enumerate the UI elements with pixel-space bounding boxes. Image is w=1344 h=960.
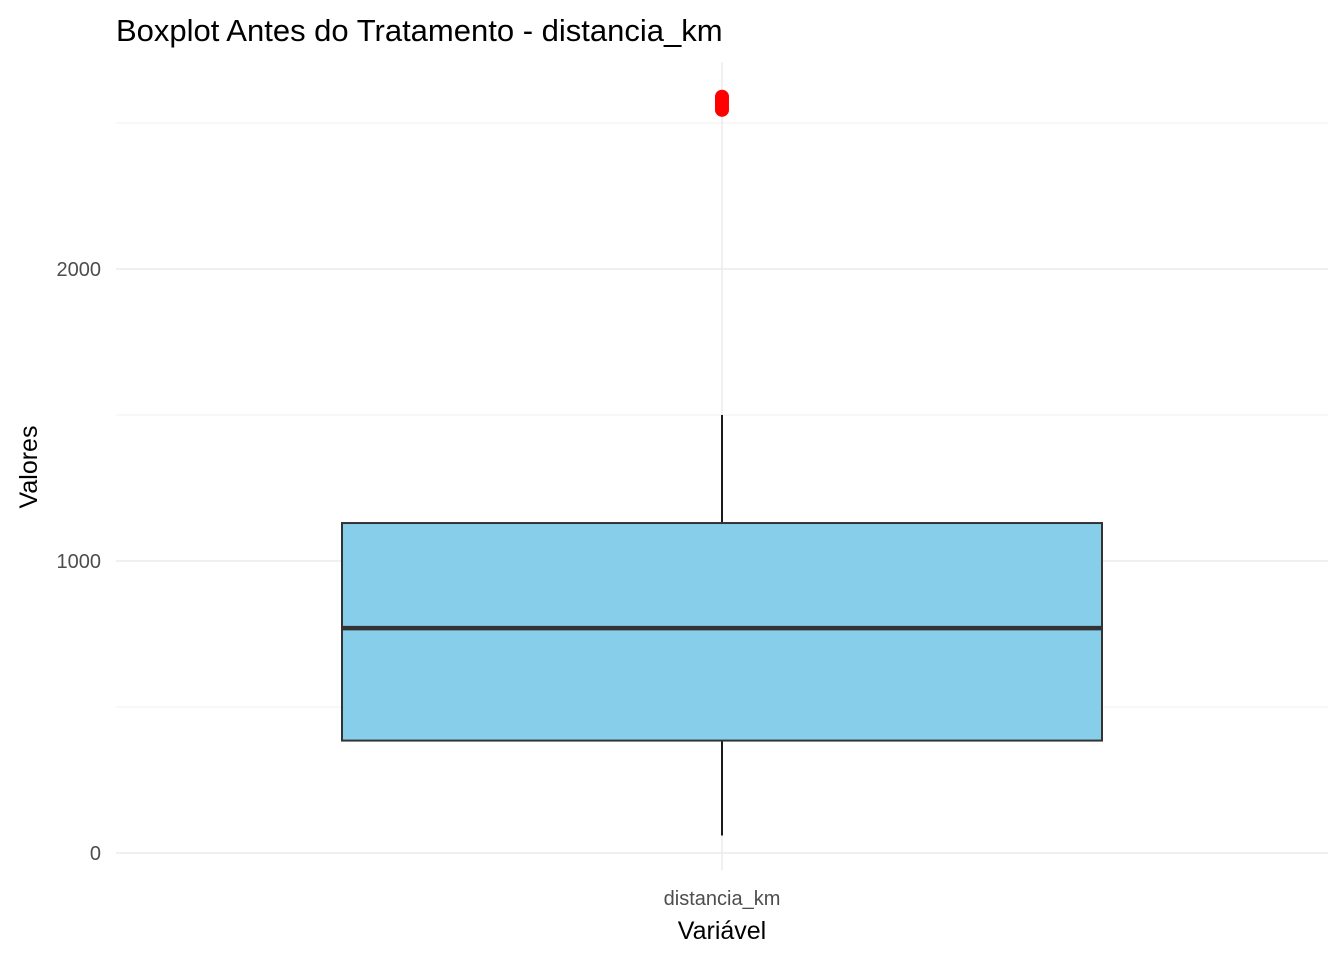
- y-tick-label: 2000: [57, 259, 102, 281]
- y-tick-label: 0: [90, 843, 101, 865]
- box-iqr: [341, 522, 1103, 742]
- outlier-point: [715, 89, 729, 104]
- y-axis-label: Valores: [15, 426, 43, 509]
- chart-title: Boxplot Antes do Tratamento - distancia_…: [116, 13, 723, 48]
- box-marks: [341, 89, 1103, 836]
- y-tick-labels: 0 1000 2000: [57, 259, 102, 865]
- x-tick-label: distancia_km: [664, 888, 781, 910]
- y-tick-label: 1000: [57, 551, 102, 573]
- x-axis-label: Variável: [678, 917, 766, 945]
- x-tick-labels: distancia_km: [664, 888, 781, 910]
